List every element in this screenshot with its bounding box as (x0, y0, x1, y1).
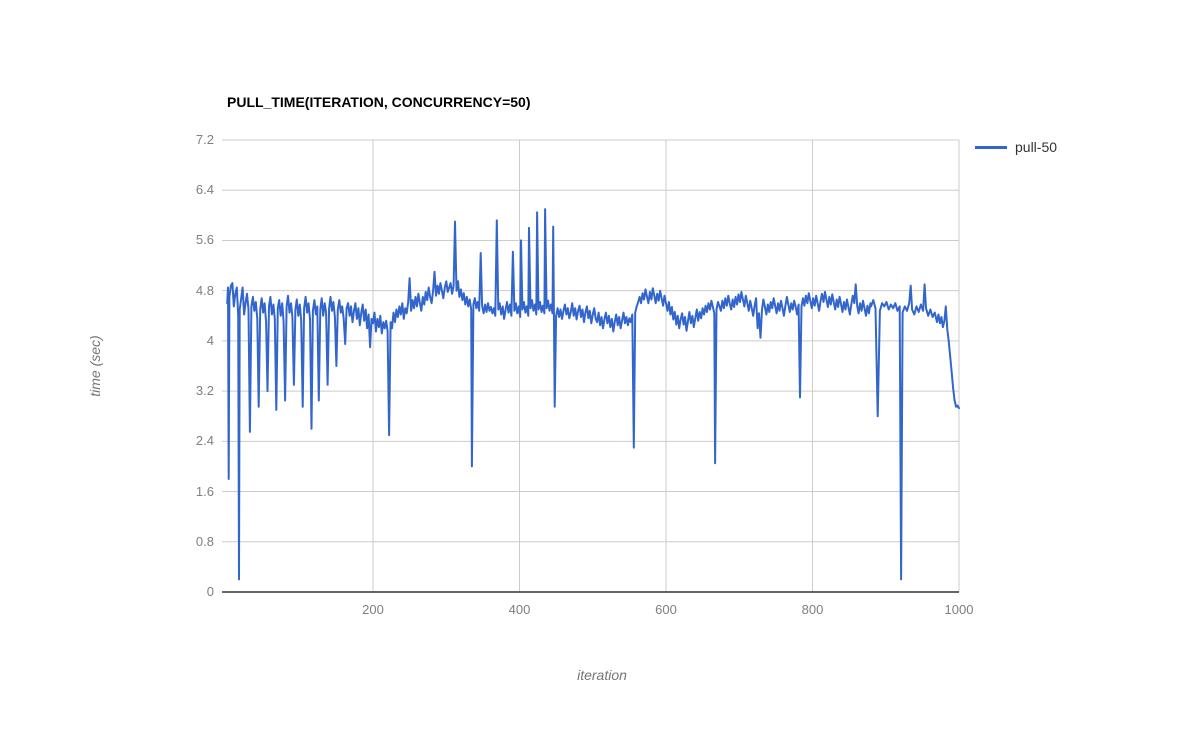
y-tick-label: 5.6 (195, 232, 214, 248)
y-tick-label: 7.2 (195, 132, 214, 147)
x-tick-label: 1000 (944, 602, 974, 617)
y-tick-label: 2.4 (195, 433, 214, 449)
y-tick-label: 4 (206, 332, 214, 348)
x-axis-title: iteration (577, 667, 627, 683)
legend: pull-50 (975, 139, 1057, 155)
y-tick-label: 4.8 (195, 282, 214, 298)
legend-line-swatch (975, 145, 1007, 149)
chart-title: PULL_TIME(ITERATION, CONCURRENCY=50) (227, 94, 531, 110)
y-axis-title: time (sec) (87, 335, 103, 397)
legend-item-label: pull-50 (1015, 139, 1058, 155)
y-tick-label: 6.4 (195, 182, 214, 198)
x-tick-label: 800 (801, 602, 824, 617)
x-tick-label: 200 (362, 602, 384, 617)
x-tick-label: 600 (655, 602, 677, 617)
y-tick-label: 0.8 (195, 533, 214, 549)
y-tick-label: 3.2 (195, 383, 214, 399)
y-tick-label: 1.6 (195, 483, 214, 499)
y-tick-label: 0 (206, 584, 214, 599)
x-tick-label: 400 (508, 602, 531, 617)
series-line-pull-50[interactable] (226, 208, 960, 581)
